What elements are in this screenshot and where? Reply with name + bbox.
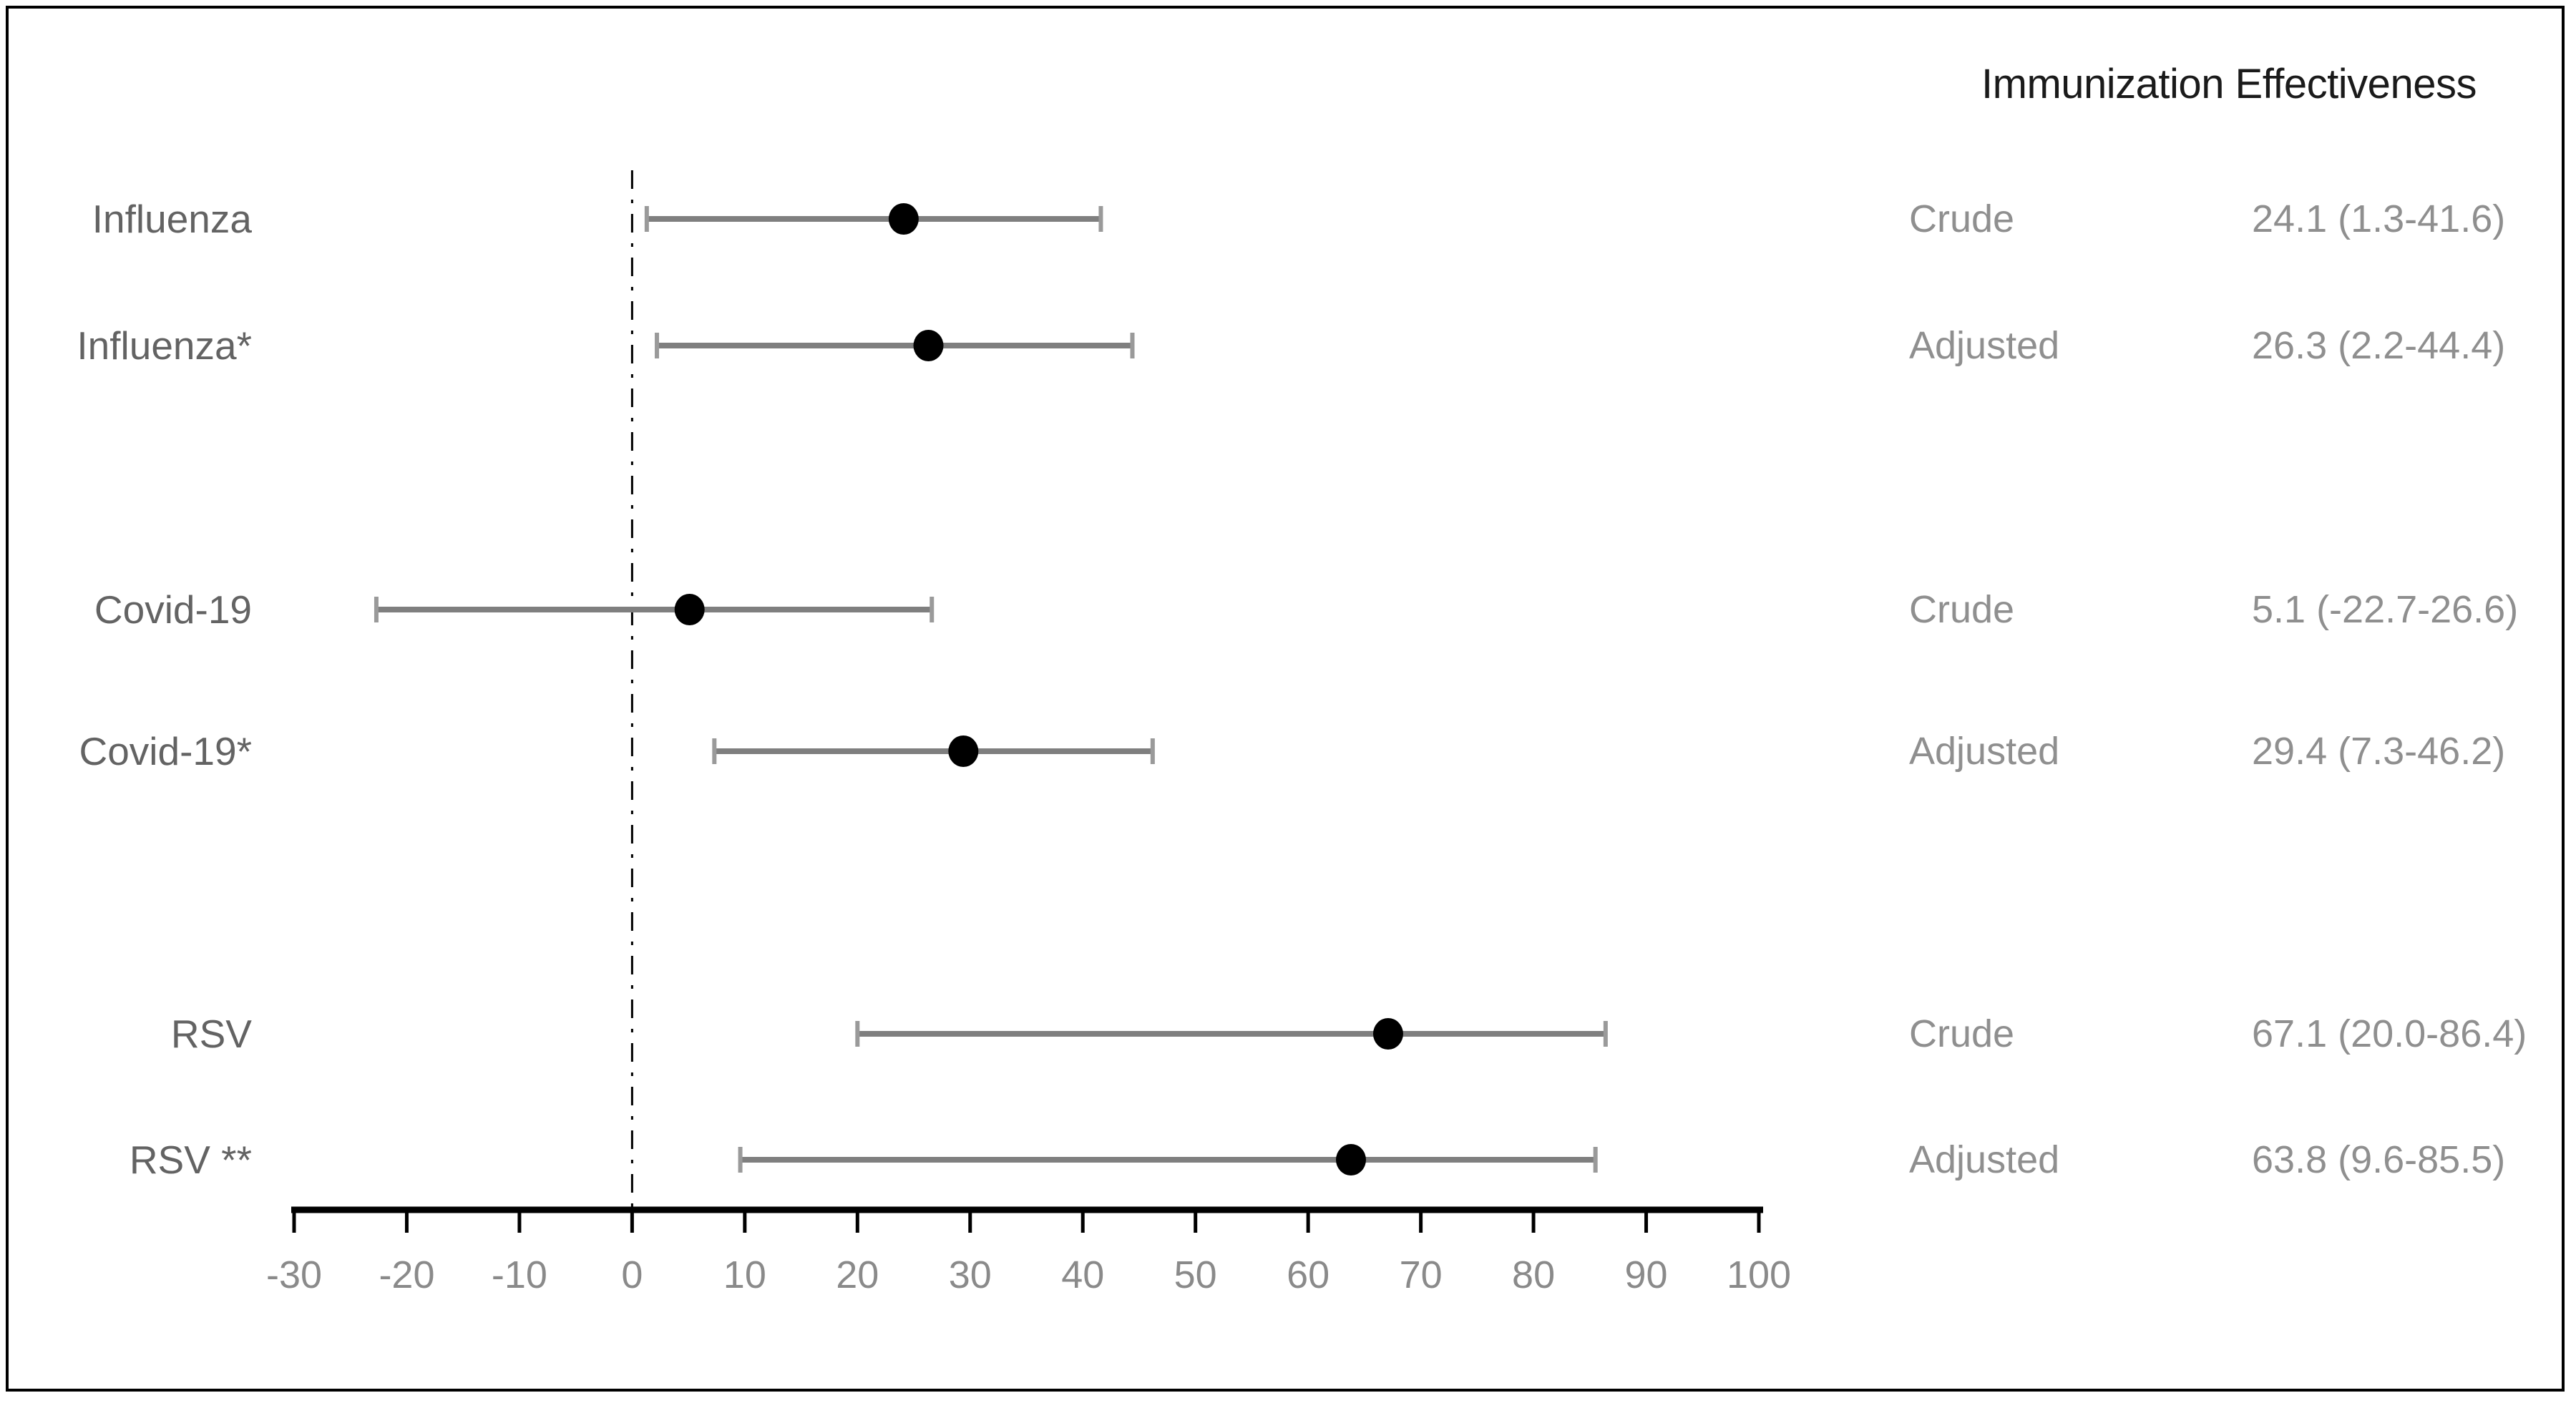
value-label: 63.8 (9.6-85.5) [2252, 1138, 2506, 1181]
x-tick-label: 70 [1400, 1253, 1443, 1296]
estimate-marker [1335, 1144, 1366, 1175]
chart-title: Immunization Effectiveness [1981, 61, 2477, 107]
x-tick-label: 10 [723, 1253, 766, 1296]
row-label: Influenza* [77, 323, 252, 368]
model-label: Crude [1909, 1012, 2015, 1055]
x-tick-label: -10 [492, 1253, 547, 1296]
x-tick-label: 50 [1174, 1253, 1217, 1296]
row-label: RSV ** [129, 1138, 252, 1182]
x-tick-label: 60 [1287, 1253, 1330, 1296]
model-label: Crude [1909, 197, 2015, 240]
value-label: 24.1 (1.3-41.6) [2252, 197, 2506, 240]
row-label: Covid-19 [94, 587, 252, 632]
model-label: Adjusted [1909, 1138, 2060, 1181]
value-label: 29.4 (7.3-46.2) [2252, 730, 2506, 773]
estimate-marker [913, 330, 944, 361]
model-label: Crude [1909, 588, 2015, 631]
x-tick-label: 30 [949, 1253, 992, 1296]
x-tick-label: 0 [621, 1253, 643, 1296]
value-label: 67.1 (20.0-86.4) [2252, 1012, 2527, 1055]
row-label: Influenza [92, 197, 252, 241]
model-label: Adjusted [1909, 324, 2060, 367]
row-label: Covid-19* [79, 729, 252, 773]
x-tick-label: 100 [1727, 1253, 1791, 1296]
estimate-marker [888, 203, 919, 235]
estimate-marker [948, 735, 979, 767]
value-label: 26.3 (2.2-44.4) [2252, 324, 2506, 367]
x-tick-label: 20 [836, 1253, 879, 1296]
x-tick-label: 80 [1512, 1253, 1555, 1296]
x-tick-label: 90 [1624, 1253, 1667, 1296]
row-label: RSV [170, 1012, 252, 1056]
x-tick-label: 40 [1061, 1253, 1104, 1296]
estimate-marker [1372, 1018, 1403, 1050]
x-tick-label: -20 [379, 1253, 434, 1296]
value-label: 5.1 (-22.7-26.6) [2252, 588, 2519, 631]
estimate-marker [674, 594, 705, 625]
x-tick-label: -30 [266, 1253, 322, 1296]
model-label: Adjusted [1909, 730, 2060, 773]
